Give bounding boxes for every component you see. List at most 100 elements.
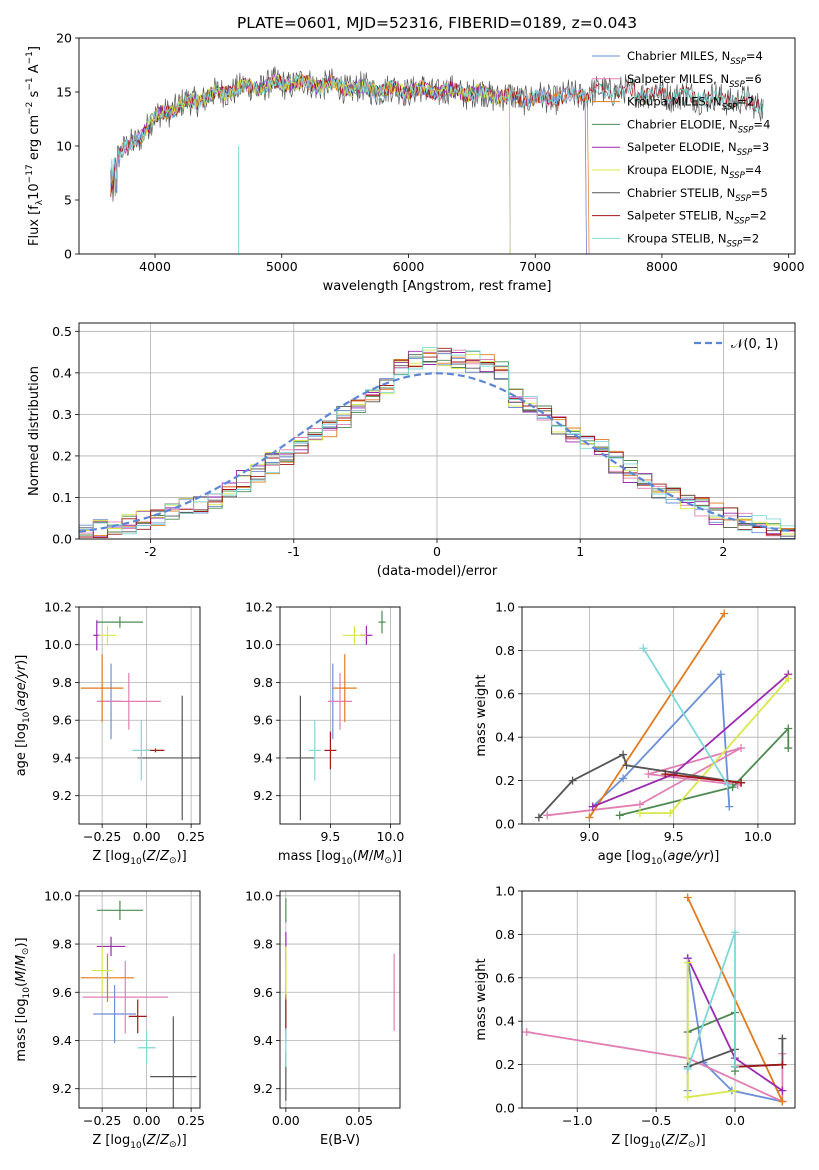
errorbar-salpeter-miles [96, 673, 161, 730]
weight-series-chabrier-elodie [615, 724, 793, 820]
weight-marker [784, 744, 793, 753]
weight-marker [737, 778, 746, 787]
legend-label-gaussian: 𝒩(0, 1) [731, 337, 778, 352]
weight-marker [728, 783, 737, 792]
legend-label-kroupa-elodie: Kroupa ELODIE, NSSP=4 [627, 163, 762, 181]
weight-line [734, 1063, 783, 1068]
y-tick-label: 0.2 [495, 773, 515, 788]
errorbar-salpeter-miles [82, 960, 168, 1034]
x-tick-label: −1.0 [562, 1113, 592, 1128]
legend-eq: = [750, 209, 760, 223]
y-tick-label: 15 [56, 85, 72, 100]
panel-weight-vs-Z: −1.0 −0.5 0.00.00.20.40.60.81.0Z [log10(Z/… [474, 884, 796, 1151]
y-tick-label: 0.0 [495, 817, 515, 832]
weight-series-kroupa-miles [585, 609, 729, 822]
label-part: mass [log [278, 849, 341, 864]
weight-marker [784, 724, 793, 733]
y-axis-label: mass [log10(M/M⊙)] [14, 937, 32, 1061]
weight-series-kroupa-elodie [683, 958, 740, 1102]
label-part: / [156, 849, 161, 864]
weight-marker [615, 811, 624, 820]
label-part: Flux [f [27, 205, 42, 246]
weight-marker [778, 1034, 787, 1043]
histogram-steps [79, 346, 795, 539]
weight-line [588, 613, 725, 818]
legend-sep: , N [706, 95, 722, 109]
panel-residuals: -2 -1 0 1 2 0.0 0.1 0.2 0.3 0.4 0.5 (data-model)/er… [27, 322, 796, 579]
label-part: 10 [130, 1141, 142, 1151]
errorbar-salpeter-miles [328, 673, 352, 730]
legend-sub: SSP [734, 217, 750, 227]
x-tick-label: 9.5 [664, 829, 684, 844]
label-part: ( [662, 849, 667, 864]
label-part: / [675, 1133, 680, 1148]
x-tick-label: 9.5 [320, 829, 340, 844]
legend-nssp: 6 [754, 72, 761, 86]
weight-lines [522, 893, 787, 1106]
errorbar-kroupa-miles [332, 654, 357, 723]
legend-nssp: 2 [747, 95, 754, 109]
legend-sub: SSP [730, 57, 746, 67]
errorbar-chabrier-elodie [96, 616, 144, 628]
y-tick-label: 0.5 [52, 324, 72, 339]
weight-marker [543, 811, 552, 820]
y-axis-label: age [log10(age/yr)] [14, 655, 32, 777]
y-tick-label: 9.8 [52, 675, 72, 690]
y-tick-label: 9.6 [52, 985, 72, 1000]
x-tick-label: −0.5 [641, 1113, 671, 1128]
figure-title: PLATE=0601, MJD=52316, FIBERID=0189, z=0… [237, 14, 637, 32]
x-axis-label: E(B-V) [320, 1133, 360, 1148]
axes-frame [279, 890, 401, 1109]
label-part: ⊙ [384, 856, 392, 866]
x-axis-label: wavelength [Angstrom, rest frame] [323, 279, 552, 294]
axes-frame [521, 890, 796, 1109]
weight-marker [522, 1028, 531, 1037]
errorbar-points [80, 616, 200, 821]
legend-name: Chabrier MILES [627, 49, 714, 63]
y-tick-label: 0.4 [495, 730, 515, 745]
legend-sep: , N [719, 186, 735, 200]
x-tick-label: 4000 [139, 259, 171, 274]
label-part: erg cm [27, 115, 42, 164]
y-tick-label: 0.8 [495, 927, 515, 942]
errorbar-kroupa-stelib [308, 720, 321, 781]
errorbar-points [80, 900, 197, 1108]
y-tick-label: 0.2 [52, 448, 72, 463]
legend-eq: = [753, 117, 763, 131]
errorbar-chabrier-miles [93, 985, 136, 1043]
x-tick-label: 0.25 [177, 1113, 205, 1128]
weight-marker [731, 1086, 740, 1095]
label-part: Normed distribution [27, 366, 42, 496]
legend-eq: = [746, 49, 756, 63]
weight-marker [683, 893, 692, 902]
weight-line [665, 773, 742, 784]
label-part: Z [log [92, 849, 130, 864]
weight-series-salpeter-stelib [661, 770, 746, 787]
y-tick-label: 0.2 [495, 1057, 515, 1072]
label-part: (data-model)/error [377, 564, 498, 579]
label-part: ( [14, 982, 29, 987]
legend-sep: , N [721, 140, 737, 154]
label-part: M [14, 971, 29, 982]
errorbar-kroupa-elodie [91, 946, 113, 995]
x-tick-label: 10.0 [376, 829, 404, 844]
y-tick-label: 10.0 [245, 637, 273, 652]
axes-frame [521, 606, 796, 825]
weight-marker [784, 674, 793, 683]
errorbar-chabrier-stelib [286, 695, 315, 821]
weight-marker [635, 800, 644, 809]
label-part: age [log [14, 723, 29, 776]
label-part: −1 [25, 51, 35, 64]
label-part: 10 [341, 857, 353, 867]
label-part: M [358, 849, 369, 864]
label-part: )] [14, 655, 29, 665]
legend-sub: SSP [729, 171, 745, 181]
legend-label-salpeter-stelib: Salpeter STELIB, NSSP=2 [627, 209, 767, 227]
y-tick-label: 10 [56, 139, 72, 154]
legend-eq: = [751, 186, 761, 200]
label-part: ] [27, 46, 42, 51]
legend-sub: SSP [735, 194, 751, 204]
y-tick-label: 0.0 [495, 1101, 515, 1116]
axes-frame [78, 606, 201, 825]
weight-marker [644, 770, 653, 779]
